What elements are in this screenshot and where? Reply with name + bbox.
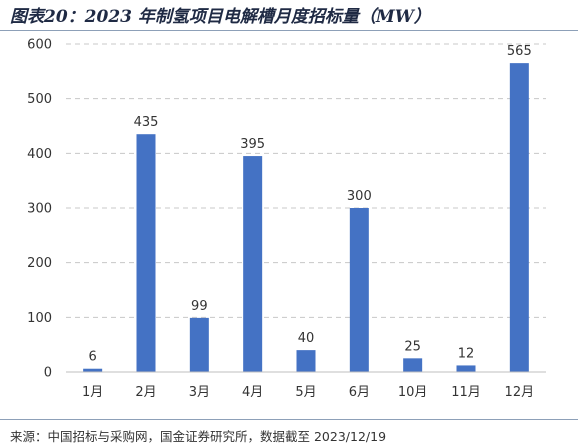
- data-label: 300: [347, 189, 372, 204]
- source-note: 来源：中国招标与采购网，国金证券研究所，数据截至 2023/12/19: [10, 429, 387, 444]
- y-tick-label: 200: [27, 256, 52, 271]
- data-label: 12: [458, 346, 475, 361]
- bar: [189, 317, 209, 372]
- y-tick-label: 500: [27, 92, 52, 107]
- data-label: 40: [298, 331, 315, 346]
- gridlines: [66, 43, 546, 318]
- y-tick-label: 400: [27, 147, 52, 162]
- y-tick-label: 100: [27, 311, 52, 326]
- data-label: 99: [191, 299, 208, 314]
- x-tick-label: 5月: [295, 385, 316, 400]
- bar: [403, 358, 423, 372]
- x-tick-label: 1月: [82, 385, 103, 400]
- y-tick-label: 300: [27, 202, 52, 217]
- x-tick-label: 4月: [242, 385, 263, 400]
- x-tick-label: 3月: [189, 385, 210, 400]
- bars: [83, 63, 529, 373]
- bar: [509, 63, 529, 373]
- data-labels: 6 435 99 395 40 300 25 12 565: [89, 44, 532, 365]
- x-tick-label: 12月: [505, 385, 535, 400]
- data-label: 435: [134, 115, 159, 130]
- source-divider: [0, 419, 578, 420]
- y-axis: 0 100 200 300 400 500 600: [27, 38, 52, 381]
- bar: [296, 350, 316, 372]
- chart-title: 图表20：2023 年制氢项目电解槽月度招标量（MW）: [10, 7, 431, 27]
- x-axis: 1月 2月 3月 4月 5月 6月 10月 11月 12月: [66, 371, 546, 400]
- bar: [83, 368, 103, 372]
- y-tick-label: 0: [44, 366, 52, 381]
- bar: [456, 365, 476, 372]
- bar: [243, 156, 263, 372]
- data-label: 25: [404, 339, 421, 354]
- bar: [136, 134, 156, 372]
- bar: [349, 208, 369, 372]
- title-divider: [0, 30, 578, 31]
- x-tick-label: 11月: [451, 385, 481, 400]
- data-label: 6: [89, 350, 97, 365]
- data-label: 565: [507, 44, 532, 59]
- data-label: 395: [240, 137, 265, 152]
- x-tick-label: 2月: [135, 385, 156, 400]
- x-tick-label: 6月: [349, 385, 370, 400]
- x-tick-label: 10月: [398, 385, 428, 400]
- y-tick-label: 600: [27, 38, 52, 53]
